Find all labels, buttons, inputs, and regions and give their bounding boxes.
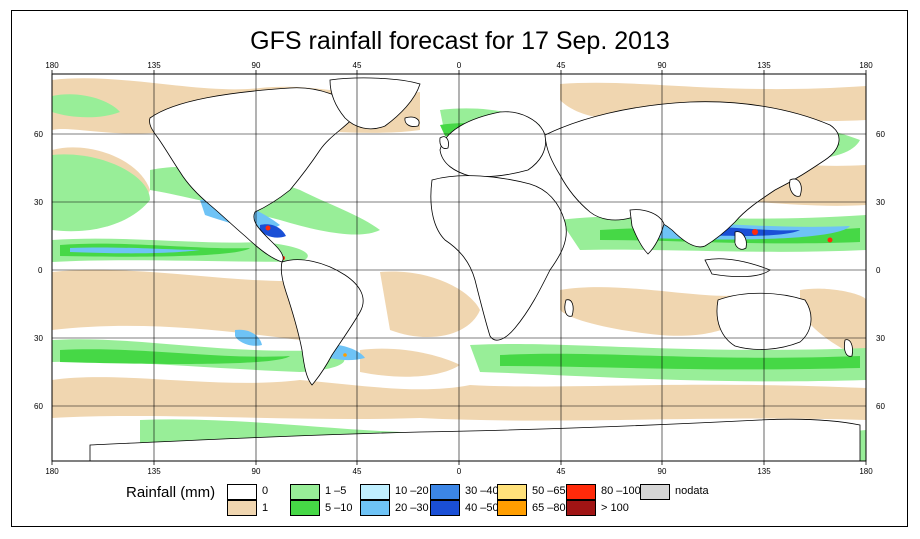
- lat-label: 30: [876, 198, 885, 207]
- legend-label: 5 –10: [325, 502, 353, 514]
- lat-label: 60: [876, 130, 885, 139]
- lon-label: 90: [252, 467, 261, 476]
- lon-label: 135: [757, 467, 771, 476]
- legend-swatch: [566, 484, 596, 500]
- lon-label: 135: [147, 61, 161, 70]
- legend-label: 1: [262, 502, 269, 514]
- legend-swatch: [640, 484, 670, 500]
- lon-label: 180: [45, 467, 59, 476]
- legend-label: 0: [262, 485, 269, 497]
- lon-label: 45: [557, 61, 566, 70]
- legend-title: Rainfall (mm): [126, 484, 216, 501]
- lat-label: 30: [34, 198, 43, 207]
- legend-label: 20 –30: [395, 502, 429, 514]
- legend-label: 1 –5: [325, 485, 347, 497]
- lon-label: 135: [147, 467, 161, 476]
- legend-label: nodata: [675, 485, 709, 497]
- legend-label: 10 –20: [395, 485, 429, 497]
- legend-label: 65 –80: [532, 502, 566, 514]
- legend-swatch: [497, 500, 527, 516]
- map-title: GFS rainfall forecast for 17 Sep. 2013: [250, 27, 670, 55]
- lat-labels-right: 60 30 0 30 60: [876, 130, 885, 411]
- lat-label: 0: [876, 266, 881, 275]
- lon-label: 180: [859, 467, 873, 476]
- lon-label: 45: [353, 467, 362, 476]
- lon-labels-top: 180 135 90 45 0 45 90 135 180: [45, 61, 873, 70]
- lat-label: 30: [34, 334, 43, 343]
- lat-label: 30: [876, 334, 885, 343]
- rainfall-field: [52, 77, 866, 461]
- legend-label: 80 –100: [601, 485, 641, 497]
- lon-label: 180: [45, 61, 59, 70]
- legend-label: > 100: [601, 502, 629, 514]
- legend-swatch: [227, 500, 257, 516]
- legend-swatch: [360, 484, 390, 500]
- lon-label: 45: [353, 61, 362, 70]
- legend-swatch: [430, 484, 460, 500]
- coastlines: [89, 77, 861, 461]
- lon-label: 90: [658, 467, 667, 476]
- legend-swatch: [497, 484, 527, 500]
- lon-labels-bottom: 180 135 90 45 0 45 90 135 180: [45, 467, 873, 476]
- legend-label: 30 –40: [465, 485, 499, 497]
- lat-label: 60: [34, 402, 43, 411]
- graticule: [52, 74, 866, 461]
- lon-label: 0: [457, 467, 462, 476]
- lon-label: 45: [557, 467, 566, 476]
- lat-label: 60: [876, 402, 885, 411]
- legend-swatch: [290, 500, 320, 516]
- lon-label: 0: [457, 61, 462, 70]
- legend-swatch: [360, 500, 390, 516]
- lon-label: 90: [658, 61, 667, 70]
- legend-label: 50 –65: [532, 485, 566, 497]
- legend-swatch: [566, 500, 596, 516]
- tick-marks: [51, 70, 867, 465]
- legend-swatch: [430, 500, 460, 516]
- lat-labels-left: 60 30 0 30 60: [34, 130, 43, 411]
- lat-label: 0: [38, 266, 43, 275]
- legend-swatch: [227, 484, 257, 500]
- legend-swatch: [290, 484, 320, 500]
- figure-frame: [11, 10, 908, 527]
- legend-label: 40 –50: [465, 502, 499, 514]
- lon-label: 135: [757, 61, 771, 70]
- lon-label: 180: [859, 61, 873, 70]
- lon-label: 90: [252, 61, 261, 70]
- lat-label: 60: [34, 130, 43, 139]
